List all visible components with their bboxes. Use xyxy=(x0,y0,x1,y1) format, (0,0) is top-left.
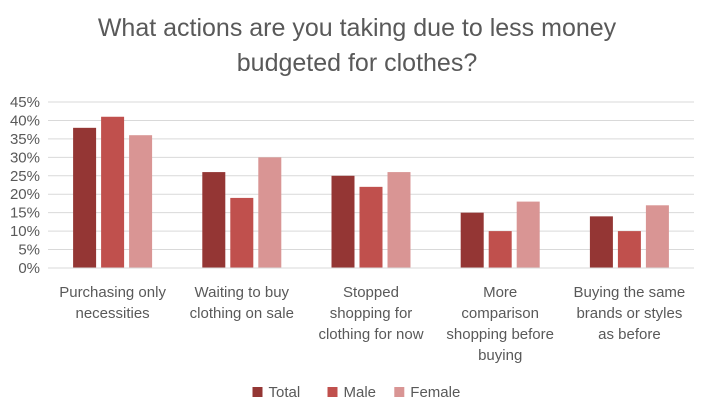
bar-female-2 xyxy=(258,157,282,268)
bar-total-5 xyxy=(589,216,613,268)
category-label-line: as before xyxy=(598,326,661,343)
category-label-line: necessities xyxy=(75,305,149,322)
category-label-line: Waiting to buy xyxy=(195,284,290,301)
legend-label-total: Total xyxy=(269,384,301,401)
y-tick-label: 40% xyxy=(10,112,40,129)
category-label-line: brands or styles xyxy=(576,305,682,322)
y-tick-label: 15% xyxy=(10,205,40,222)
y-tick-label: 5% xyxy=(18,242,40,259)
y-tick-label: 30% xyxy=(10,149,40,166)
chart-title: What actions are you taking due to less … xyxy=(98,14,617,77)
gridlines xyxy=(48,101,694,251)
bar-female-3 xyxy=(387,172,411,268)
y-tick-label: 10% xyxy=(10,223,40,240)
category-label-line: Buying the same xyxy=(574,284,686,301)
legend-swatch-female xyxy=(394,387,405,397)
bar-total-2 xyxy=(202,172,226,268)
bar-male-2 xyxy=(230,197,254,268)
category-label-line: clothing for now xyxy=(318,326,423,343)
category-label-line: buying xyxy=(478,347,522,364)
y-tick-label: 0% xyxy=(18,260,40,277)
legend-label-male: Male xyxy=(344,384,377,401)
chart-title-line-2: budgeted for clothes? xyxy=(237,49,477,77)
y-tick-label: 20% xyxy=(10,186,40,203)
bar-total-4 xyxy=(460,212,484,268)
bars xyxy=(73,116,669,268)
category-labels: Purchasing only necessities Waiting to buy… xyxy=(59,284,685,364)
legend-label-female: Female xyxy=(410,384,460,401)
bar-female-1 xyxy=(129,135,153,268)
legend-swatch-total xyxy=(252,387,263,397)
bar-male-3 xyxy=(359,186,383,268)
bar-male-1 xyxy=(101,116,125,268)
bar-total-1 xyxy=(73,127,97,268)
y-axis-tick-labels: 0%5% 10%15% 20%25% 30%35% 40%45% xyxy=(10,94,40,277)
category-label-line: Purchasing only xyxy=(59,284,166,301)
chart-title-line-1: What actions are you taking due to less … xyxy=(98,14,617,42)
category-label: Waiting to buy clothing on sale xyxy=(190,284,294,322)
category-label: Purchasing only necessities xyxy=(59,284,166,322)
y-tick-label: 25% xyxy=(10,168,40,185)
y-tick-label: 35% xyxy=(10,131,40,148)
legend: Total Male Female xyxy=(252,384,460,401)
category-label: Stopped shopping for clothing for now xyxy=(318,284,423,343)
bar-male-5 xyxy=(617,231,641,268)
category-label-line: shopping for xyxy=(330,305,413,322)
category-label: More comparison shopping before buying xyxy=(446,284,554,364)
category-label-line: shopping before xyxy=(446,326,554,343)
category-label-line: More xyxy=(483,284,517,301)
category-label-line: comparison xyxy=(461,305,539,322)
category-label-line: clothing on sale xyxy=(190,305,294,322)
bar-female-4 xyxy=(516,201,540,268)
category-label: Buying the same brands or styles as before xyxy=(574,284,686,343)
y-tick-label: 45% xyxy=(10,94,40,111)
bar-male-4 xyxy=(488,231,512,268)
category-label-line: Stopped xyxy=(343,284,399,301)
legend-swatch-male xyxy=(327,387,338,397)
bar-female-5 xyxy=(645,205,669,268)
bar-total-3 xyxy=(331,175,355,268)
